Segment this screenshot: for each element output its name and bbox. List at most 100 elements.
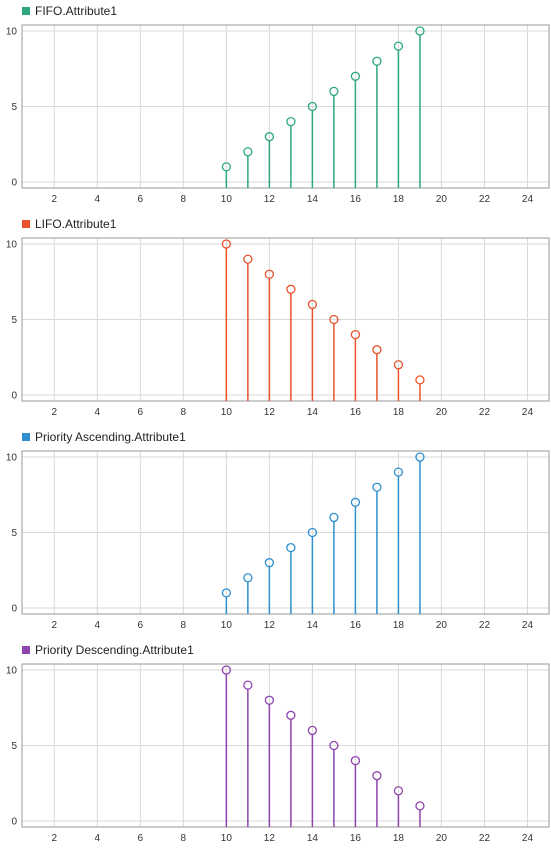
stem-marker [307, 725, 318, 736]
stem-marker [221, 665, 231, 675]
x-tick-label: 4 [95, 833, 101, 843]
x-tick-label: 22 [479, 833, 491, 843]
stem-marker [393, 467, 404, 477]
stem-marker [264, 558, 275, 568]
x-tick-label: 2 [51, 833, 57, 843]
chart-panel-lifo: LIFO.Attribute1 2 4 6 8 10 12 14 16 18 20 22 24 0 5 10 [0, 213, 551, 426]
x-tick-label: 16 [350, 620, 362, 631]
x-tick-label: 14 [307, 833, 319, 843]
x-tick-label: 18 [393, 833, 405, 843]
x-tick-label: 2 [51, 407, 57, 418]
stem-marker [286, 710, 296, 720]
legend[interactable]: Priority Ascending.Attribute1 [22, 430, 186, 444]
chart-panel-priority-descending: Priority Descending.Attribute1 2 4 6 8 10 12 1… [0, 639, 551, 852]
x-tick-label: 10 [221, 620, 233, 631]
stem-marker [243, 573, 253, 583]
x-tick-label: 4 [95, 194, 101, 205]
y-tick-label: 10 [6, 240, 18, 251]
stem-marker [393, 360, 404, 370]
stem-marker [286, 284, 296, 294]
stem-marker [243, 680, 253, 690]
x-tick-label: 2 [51, 620, 57, 631]
stem-marker [350, 755, 361, 766]
x-tick-label: 10 [221, 407, 233, 418]
x-tick-label: 12 [264, 833, 276, 843]
stem-marker [286, 542, 296, 553]
stem-marker [243, 147, 253, 157]
stem-marker [372, 771, 382, 781]
stem-marker [221, 239, 231, 249]
y-tick-label: 10 [6, 666, 18, 677]
x-tick-label: 12 [264, 407, 276, 418]
y-tick-label: 10 [6, 453, 18, 464]
x-tick-label: 6 [138, 407, 144, 418]
x-tick-label: 24 [522, 194, 534, 205]
stem-marker [286, 116, 296, 127]
x-tick-label: 18 [393, 407, 405, 418]
stem-marker [221, 588, 231, 598]
stem-marker [264, 132, 275, 142]
legend-label: Priority Descending.Attribute1 [35, 643, 194, 657]
grid [22, 451, 549, 614]
x-tick-label: 18 [393, 620, 405, 631]
legend[interactable]: LIFO.Attribute1 [22, 217, 116, 231]
y-tick-label: 10 [6, 27, 18, 38]
x-tick-label: 16 [350, 833, 362, 843]
x-tick-label: 4 [95, 407, 101, 418]
x-tick-label: 14 [307, 407, 319, 418]
plot-frame [21, 450, 550, 615]
stem-marker [415, 452, 425, 462]
stem-marker [415, 26, 425, 36]
stem-marker [243, 254, 253, 264]
stem-marker [415, 801, 425, 811]
x-tick-label: 20 [436, 620, 448, 631]
x-tick-label: 14 [307, 620, 319, 631]
stem-marker [264, 695, 275, 705]
legend[interactable]: FIFO.Attribute1 [22, 4, 117, 18]
legend-label: LIFO.Attribute1 [35, 217, 117, 231]
x-tick-label: 10 [221, 833, 233, 843]
stem-marker [307, 101, 318, 112]
plot-frame [21, 663, 550, 828]
x-tick-label: 24 [522, 407, 534, 418]
stem-marker [264, 269, 275, 279]
x-tick-label: 8 [181, 620, 187, 631]
x-tick-label: 12 [264, 194, 276, 205]
x-tick-label: 22 [479, 194, 491, 205]
stem-marker [393, 786, 404, 796]
x-tick-label: 16 [350, 407, 362, 418]
y-tick-label: 5 [11, 102, 17, 113]
stem-marker [372, 56, 382, 66]
y-tick-label: 0 [11, 816, 17, 827]
grid [22, 664, 549, 827]
x-tick-label: 18 [393, 194, 405, 205]
x-tick-label: 10 [221, 194, 233, 205]
x-tick-label: 6 [138, 620, 144, 631]
stem-marker [307, 527, 318, 538]
grid [22, 238, 549, 401]
y-tick-label: 0 [11, 177, 17, 188]
legend-swatch [22, 7, 30, 15]
y-tick-label: 0 [11, 603, 17, 614]
legend[interactable]: Priority Descending.Attribute1 [22, 643, 194, 657]
stem-marker [329, 512, 339, 523]
stem-marker [372, 345, 382, 355]
x-tick-label: 12 [264, 620, 276, 631]
chart-panel-priority-ascending: Priority Ascending.Attribute1 2 4 6 8 10 12 14… [0, 426, 551, 639]
legend-label: Priority Ascending.Attribute1 [35, 430, 186, 444]
x-tick-label: 16 [350, 194, 362, 205]
plot-frame [21, 24, 550, 189]
x-tick-label: 22 [479, 620, 491, 631]
stem-marker [221, 162, 231, 172]
stem-marker [415, 375, 425, 385]
x-tick-label: 2 [51, 194, 57, 205]
x-tick-label: 6 [138, 194, 144, 205]
y-tick-label: 0 [11, 390, 17, 401]
stem-marker [350, 329, 361, 340]
stem-marker [329, 86, 339, 97]
stem-marker [329, 314, 339, 325]
